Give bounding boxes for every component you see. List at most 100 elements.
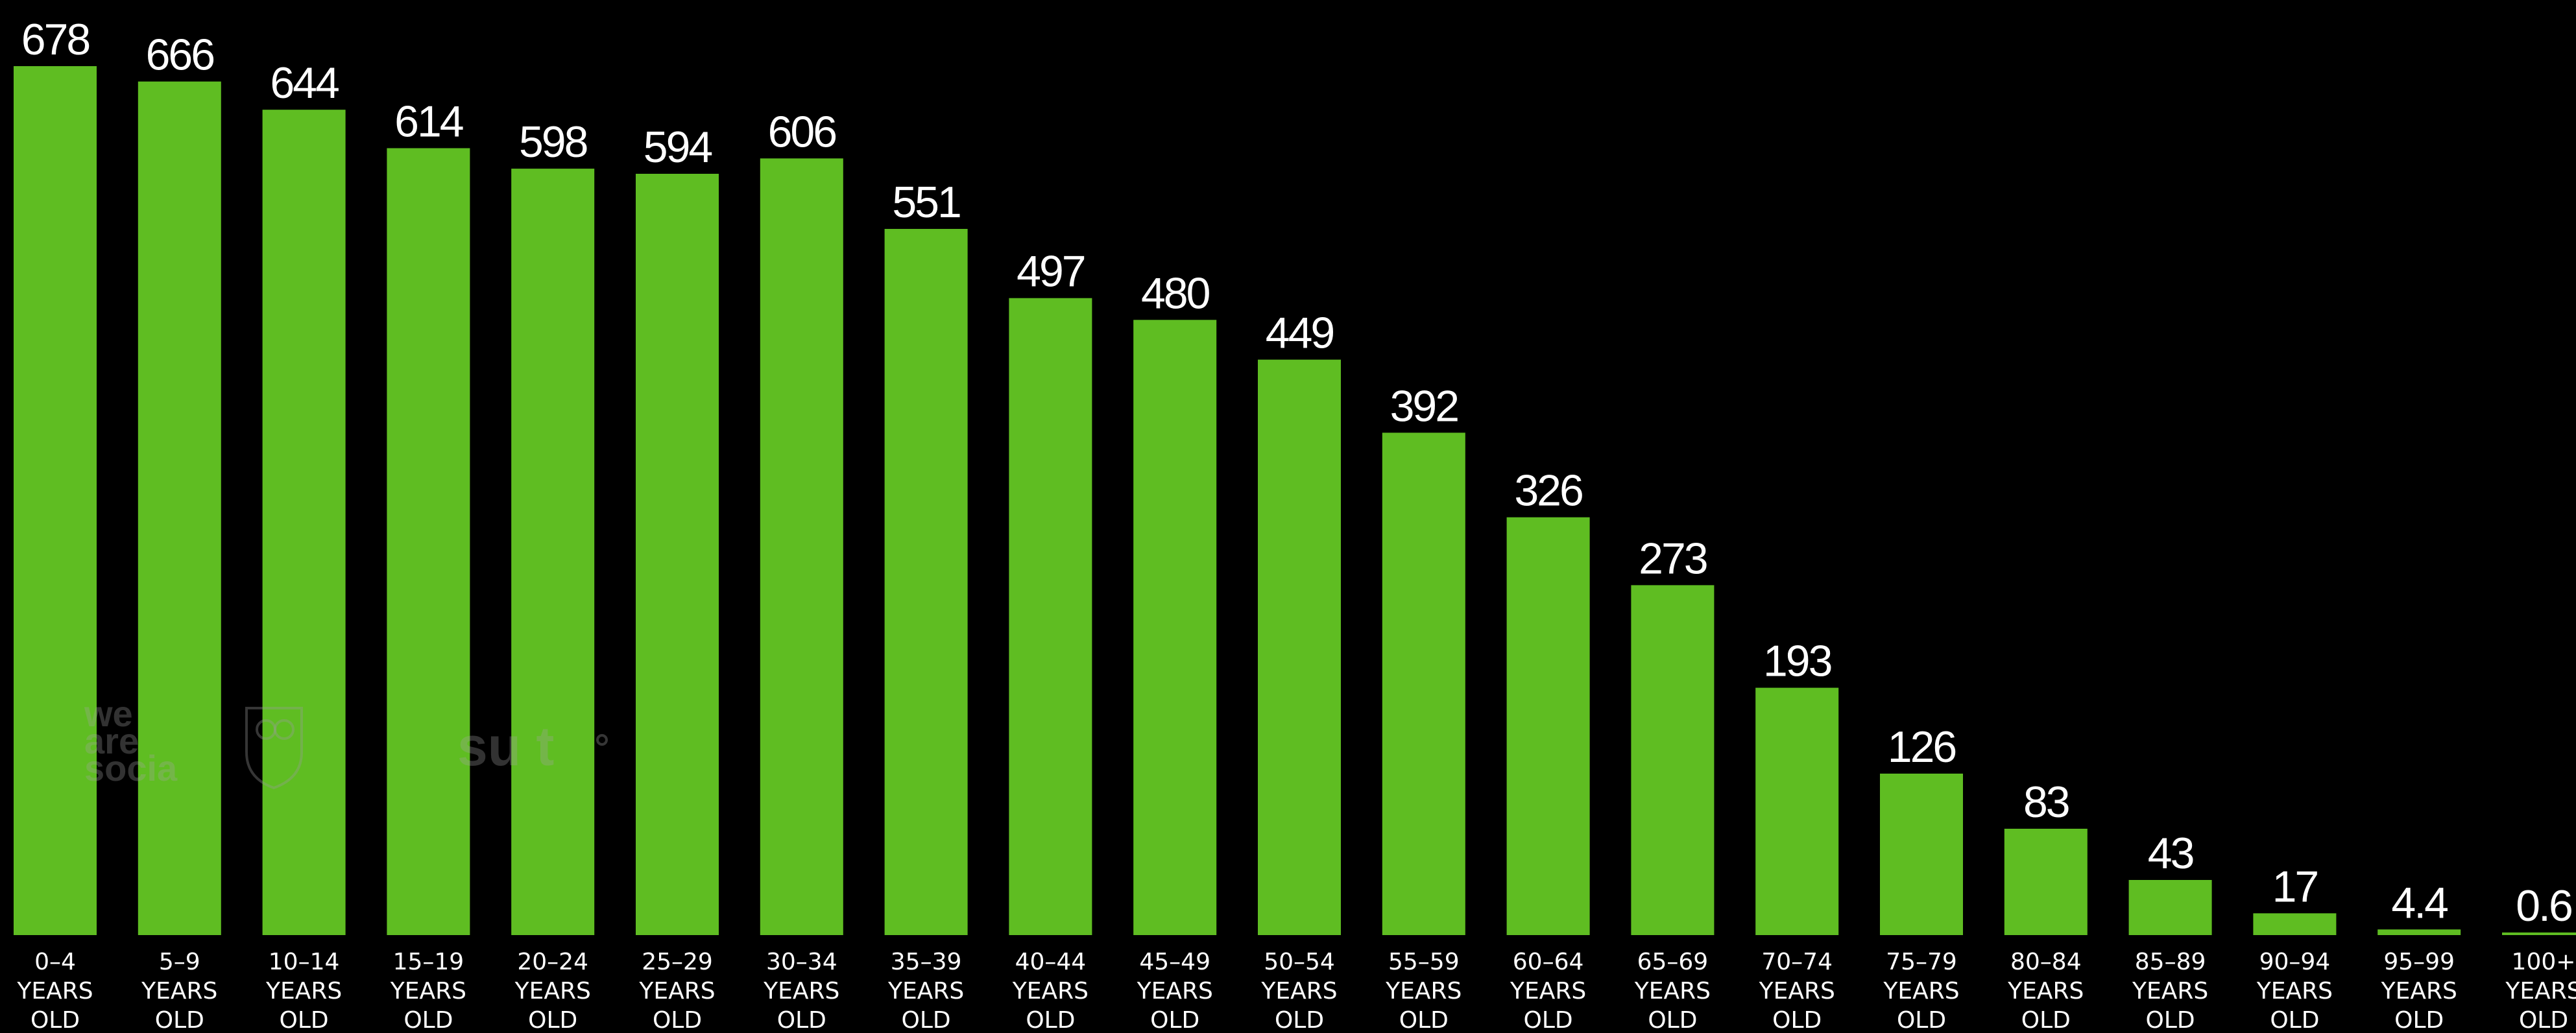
category-tick-label: YEARS <box>1759 978 1835 1004</box>
category-tick-label: 65–69 <box>1637 949 1709 975</box>
bar <box>2253 913 2337 935</box>
value-labels-group: 678 666 644 614 598 594 606 551 497 480 449 392 326 2… <box>21 15 2573 931</box>
bar-value-label: 449 <box>1266 309 1334 358</box>
watermark-suit: su t <box>457 716 554 777</box>
category-tick-label: YEARS <box>2007 978 2084 1004</box>
bars-group <box>14 66 2576 936</box>
bar <box>387 148 470 935</box>
category-tick-label: 80–84 <box>2010 949 2082 975</box>
bar-value-label: 598 <box>519 117 587 167</box>
bar-value-label: 480 <box>1141 268 1210 318</box>
bar <box>138 81 221 936</box>
category-tick-label: OLD <box>1648 1007 1697 1033</box>
watermark-line-3: socia <box>84 748 178 789</box>
category-tick-label: 45–49 <box>1139 949 1210 975</box>
category-tick-label: 60–64 <box>1513 949 1584 975</box>
category-tick-label: 85–89 <box>2135 949 2206 975</box>
category-tick-label: OLD <box>403 1007 453 1033</box>
category-tick-label: OLD <box>528 1007 577 1033</box>
bar <box>2502 932 2576 935</box>
bar <box>636 174 719 935</box>
bar <box>2128 880 2212 935</box>
category-tick-label: YEARS <box>1883 978 1959 1004</box>
category-tick-label: YEARS <box>1510 978 1586 1004</box>
category-tick-label: OLD <box>1399 1007 1449 1033</box>
category-tick-label: 100+ <box>2512 949 2576 975</box>
category-tick-label: OLD <box>1897 1007 1946 1033</box>
category-tick-label: YEARS <box>265 978 342 1004</box>
bar-value-label: 606 <box>768 107 836 156</box>
bar-value-label: 17 <box>2272 862 2318 911</box>
bar <box>1009 298 1092 935</box>
category-tick-label: YEARS <box>1137 978 1213 1004</box>
bar-value-label: 614 <box>394 97 463 147</box>
bar <box>2004 829 2088 935</box>
category-tick-label: OLD <box>2146 1007 2195 1033</box>
category-tick-label: YEARS <box>887 978 964 1004</box>
bar-value-label: 392 <box>1390 381 1458 431</box>
shield-icon <box>245 707 303 790</box>
category-tick-label: OLD <box>2021 1007 2071 1033</box>
bar <box>1755 687 1839 935</box>
bar <box>511 169 595 936</box>
bar-value-label: 273 <box>1639 534 1707 583</box>
category-tick-label: OLD <box>1524 1007 1573 1033</box>
category-tick-label: OLD <box>2394 1007 2444 1033</box>
category-tick-label: 95–99 <box>2383 949 2455 975</box>
bar-value-label: 594 <box>644 123 712 172</box>
watermark-line-2: are <box>84 720 139 761</box>
category-tick-label: YEARS <box>763 978 839 1004</box>
bar <box>884 229 968 935</box>
bar-value-label: 83 <box>2023 778 2069 827</box>
category-tick-label: YEARS <box>1260 978 1337 1004</box>
suit-watermark: su t <box>457 716 608 777</box>
bar-value-label: 4.4 <box>2391 878 2448 927</box>
category-tick-label: 0–4 <box>34 949 76 975</box>
bar-value-label: 644 <box>270 58 339 108</box>
category-tick-label: YEARS <box>2256 978 2333 1004</box>
category-tick-label: YEARS <box>514 978 591 1004</box>
category-tick-label: OLD <box>155 1007 204 1033</box>
bar <box>262 110 346 936</box>
category-tick-label: YEARS <box>1634 978 1711 1004</box>
category-tick-label: YEARS <box>1012 978 1089 1004</box>
category-tick-label: OLD <box>1772 1007 1822 1033</box>
category-tick-label: 75–79 <box>1886 949 1957 975</box>
category-tick-label: YEARS <box>2381 978 2457 1004</box>
category-tick-label: 15–19 <box>393 949 464 975</box>
bar-value-label: 43 <box>2148 829 2193 878</box>
bar <box>1880 774 1963 935</box>
category-tick-label: OLD <box>902 1007 951 1033</box>
bar <box>1506 517 1590 935</box>
category-tick-label: OLD <box>280 1007 329 1033</box>
category-tick-label: 40–44 <box>1015 949 1087 975</box>
watermark-line-1: we <box>84 693 133 734</box>
bar-value-label: 678 <box>21 15 90 64</box>
category-tick-label: YEARS <box>141 978 217 1004</box>
bar <box>1133 320 1217 935</box>
bar <box>14 66 97 935</box>
category-tick-label: OLD <box>1275 1007 1324 1033</box>
category-tick-label: 5–9 <box>159 949 200 975</box>
bar-value-label: 666 <box>146 30 214 80</box>
category-tick-label: 30–34 <box>766 949 837 975</box>
category-tick-label: 25–29 <box>642 949 713 975</box>
category-tick-label: 70–74 <box>1761 949 1833 975</box>
bar-value-label: 126 <box>1888 722 1956 772</box>
category-tick-label: OLD <box>653 1007 702 1033</box>
bar-value-label: 0.6 <box>2516 881 2571 931</box>
bar <box>2377 929 2461 935</box>
bar-value-label: 551 <box>892 178 960 227</box>
category-tick-label: OLD <box>2519 1007 2568 1033</box>
bar <box>1382 433 1465 935</box>
category-labels-group: 0–4 YEARS OLD 5–9 YEARS OLD 10–14 YEARS OLD 15–19… <box>16 949 2576 1033</box>
bar-value-label: 497 <box>1017 247 1085 296</box>
category-tick-label: OLD <box>30 1007 80 1033</box>
category-tick-label: 20–24 <box>517 949 588 975</box>
bar <box>760 158 843 935</box>
category-tick-label: OLD <box>777 1007 826 1033</box>
bar <box>1258 359 1341 935</box>
category-tick-label: YEARS <box>2505 978 2576 1004</box>
category-tick-label: OLD <box>2270 1007 2319 1033</box>
